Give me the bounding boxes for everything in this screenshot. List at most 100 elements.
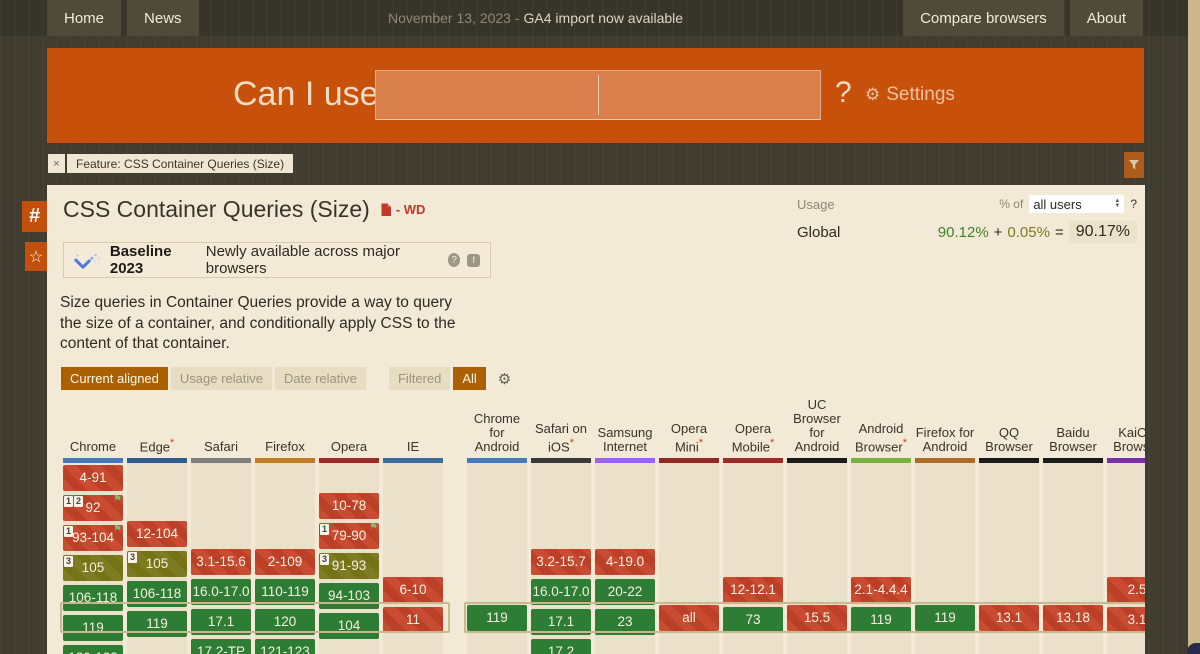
news-button[interactable]: News [127,0,199,36]
current-aligned-button[interactable]: Current aligned [61,367,168,390]
browser-color-bar [595,458,655,463]
usage-relative-button[interactable]: Usage relative [170,367,272,390]
filtered-button[interactable]: Filtered [388,367,451,390]
all-button[interactable]: All [453,367,486,390]
support-cell[interactable]: 119 [915,605,975,631]
version-slot: 3.1-15.6 [191,549,251,577]
support-cell[interactable]: 10-78 [319,493,379,519]
browser-group-desktop: Chrome4-919212⚑93-1041⚑1053106-118119120… [60,400,450,654]
browser-name: Chrome for Android [473,411,521,454]
support-cell[interactable]: all [659,605,719,631]
support-cell[interactable]: 79-90 1 ⚑ [319,522,379,549]
support-cell[interactable]: 2.5 [1107,577,1145,603]
browser-column-opera-mobile: Opera Mobile* 12-12.1 73 [723,400,783,654]
browser-color-bar [1107,458,1145,463]
support-cell[interactable]: 17.1 [191,609,251,635]
news-announcement-link[interactable]: November 13, 2023 - GA4 import now avail… [388,0,683,36]
baseline-help-icon[interactable]: ? [447,253,461,267]
support-cell[interactable]: 17.2 [531,639,591,654]
support-cell[interactable]: 2-109 [255,549,315,575]
compare-browsers-button[interactable]: Compare browsers [903,0,1064,36]
support-table: Chrome4-919212⚑93-1041⚑1053106-118119120… [60,398,1145,654]
support-cell[interactable]: 3.1-15.6 [191,549,251,575]
support-cell[interactable]: 13.1 [979,605,1039,631]
support-cell[interactable]: 4-91 [63,465,123,491]
support-cell[interactable]: 4-19.0 [595,549,655,575]
version-slot [127,463,187,491]
home-button[interactable]: Home [47,0,122,36]
version-slot [595,463,655,491]
support-cell[interactable]: 12-12.1 [723,577,783,603]
about-button[interactable]: About [1069,0,1143,36]
support-cell[interactable]: 120 [255,609,315,635]
support-cell[interactable]: 13.18 [1043,605,1103,631]
support-cell[interactable]: 17.1 [531,609,591,635]
support-cell[interactable]: 119 [127,611,187,637]
close-icon[interactable]: × [48,154,65,173]
support-cell[interactable]: 105 3 [63,555,123,581]
favorite-star-button[interactable]: ☆ [25,242,47,271]
percent-of-label: % of [999,197,1024,211]
version-slot [1107,491,1145,519]
permalink-hash-button[interactable]: # [22,201,47,232]
version-slot [467,633,527,654]
version-slot: 13.1 [979,605,1039,633]
version-slot [851,491,911,519]
funnel-icon [1129,160,1139,170]
baseline-feedback-icon[interactable]: ! [467,253,480,267]
support-cell[interactable]: 17.2-TP [191,639,251,654]
version-slot [595,519,655,547]
version-slot: 119 [127,611,187,639]
table-settings-gear-icon[interactable]: ⚙ [497,370,512,388]
support-cell[interactable]: 94-103 [319,583,379,609]
support-cell[interactable]: 119 [467,605,527,631]
support-cell[interactable]: 93-104 1 ⚑ [63,524,123,551]
support-cell[interactable]: 106-118 [127,581,187,607]
support-cell[interactable]: 3.1 [1107,607,1145,633]
support-cell[interactable]: 105 3 [127,551,187,577]
version-slot: 120 [255,609,315,637]
usage-help-link[interactable]: ? [1130,197,1137,211]
users-select[interactable]: all users ▲ ▼ [1029,195,1125,213]
version-slot [319,463,379,491]
support-cell[interactable]: 2.1-4.4.4 [851,577,911,603]
support-cell[interactable]: 121-123 [255,639,315,654]
version-slot [467,519,527,547]
support-cell[interactable]: 16.0-17.0 [191,579,251,605]
support-cell[interactable]: 110-119 [255,579,315,605]
browser-color-bar [915,458,975,463]
support-cell[interactable]: 91-93 3 [319,553,379,579]
support-cell[interactable]: 15.5 [787,605,847,631]
version-slot [787,633,847,654]
version-slot [383,519,443,547]
support-cell[interactable]: 92 1 2 ⚑ [63,494,123,521]
version-slot [851,463,911,491]
note-badge: 1 [64,526,74,537]
version-slot [383,491,443,519]
support-cell[interactable]: 106-118 [63,585,123,611]
support-cell[interactable]: 73 [723,607,783,633]
support-cell[interactable]: 119 [63,615,123,641]
spec-link[interactable]: - WD [380,202,425,217]
support-cell[interactable]: 120-122 [63,645,123,654]
search-input[interactable] [375,70,821,120]
support-cell[interactable]: 23 [595,609,655,635]
support-cell[interactable]: 11 [383,607,443,633]
browser-name: Android Browser* [855,420,907,454]
filter-button[interactable] [1124,152,1144,178]
support-cell[interactable]: 20-22 [595,579,655,605]
support-cell[interactable]: 3.2-15.7 [531,549,591,575]
version-slot: 119 [915,605,975,633]
support-cell[interactable]: 6-10 [383,577,443,603]
browser-version-column: 119 [915,463,975,654]
usage-block: Usage % of all users ▲ ▼ ? Global 90.12% … [797,195,1137,243]
support-cell[interactable]: 119 [851,607,911,633]
usage-supported-value: 90.12% [937,223,989,241]
experimental-flag-icon: ⚑ [369,522,378,533]
support-cell[interactable]: 104 [319,613,379,639]
support-cell[interactable]: 16.0-17.0 [531,579,591,605]
settings-button[interactable]: ⚙ Settings [865,84,955,106]
date-relative-button[interactable]: Date relative [275,367,366,390]
experimental-flag-icon: ⚑ [113,524,122,535]
support-cell[interactable]: 12-104 [127,521,187,547]
